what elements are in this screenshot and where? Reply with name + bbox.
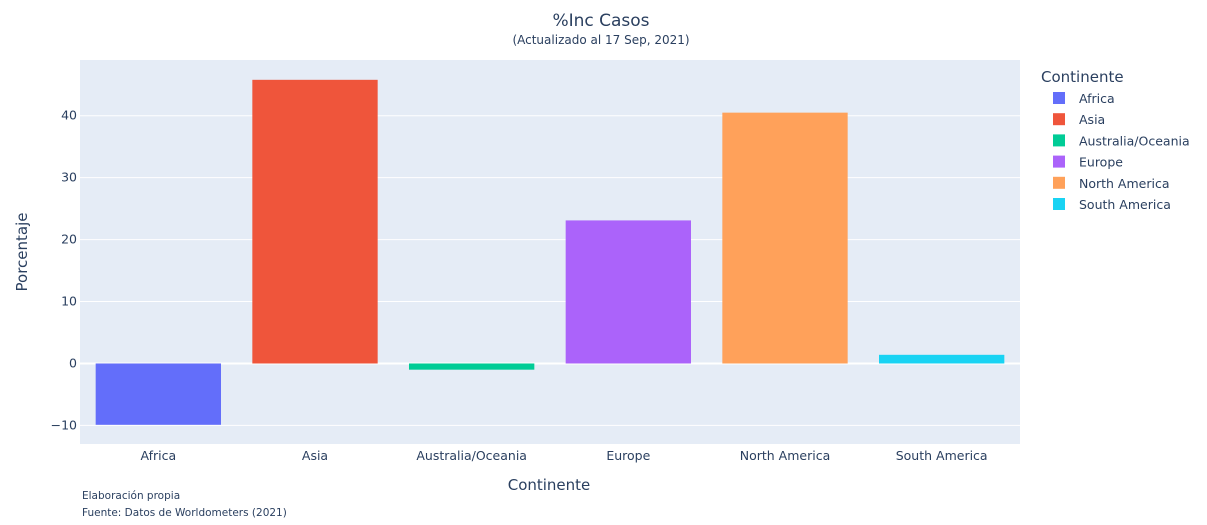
bar-australia-oceania[interactable] [409,363,535,370]
y-tick-label: 20 [61,232,77,247]
bar-africa[interactable] [95,363,221,425]
bar-north-america[interactable] [722,112,848,364]
plot-background [80,60,1020,444]
x-tick-label: Europe [606,448,650,463]
legend-swatch [1053,92,1065,104]
legend-swatch [1053,198,1065,210]
y-tick-label: 0 [69,355,77,370]
x-axis-title: Continente [508,476,591,494]
y-axis-ticks: −10 0 10 20 30 40 [51,108,77,433]
legend-swatch [1053,134,1065,147]
bar-asia[interactable] [252,79,378,364]
bar-europe[interactable] [565,220,691,364]
legend-swatch [1053,155,1065,168]
legend-entry[interactable]: Australia/Oceania [1079,133,1190,148]
legend-title: Continente [1041,68,1124,86]
legend-entry[interactable]: Europe [1079,155,1123,170]
x-axis-ticks: Africa Asia Australia/Oceania Europe North A… [141,448,988,463]
legend-swatch [1053,113,1065,126]
y-tick-label: −10 [51,417,77,432]
y-axis-title: Porcentaje [13,213,31,292]
footnote-source: Fuente: Datos de Worldometers (2021) [82,507,287,519]
x-tick-label: North America [740,448,831,463]
legend[interactable]: Africa Asia Australia/Oceania Europe North A… [1053,91,1190,212]
legend-entry[interactable]: Africa [1079,91,1115,106]
legend-entry[interactable]: North America [1079,176,1170,191]
y-tick-label: 30 [61,170,77,185]
legend-entry[interactable]: Asia [1079,112,1105,127]
legend-swatch [1053,176,1065,189]
bars [95,79,1005,425]
x-tick-label: Australia/Oceania [416,448,527,463]
chart-title: %Inc Casos [552,11,649,31]
bar-south-america[interactable] [879,354,1005,364]
y-tick-label: 40 [61,108,77,123]
x-tick-label: South America [896,448,988,463]
y-tick-label: 10 [61,294,77,309]
legend-entry[interactable]: South America [1079,197,1171,212]
x-tick-label: Asia [302,448,328,463]
x-tick-label: Africa [141,448,177,463]
chart-subtitle: (Actualizado al 17 Sep, 2021) [512,33,689,47]
gridlines [80,115,1020,426]
footnote-elaboracion: Elaboración propia [82,490,181,502]
